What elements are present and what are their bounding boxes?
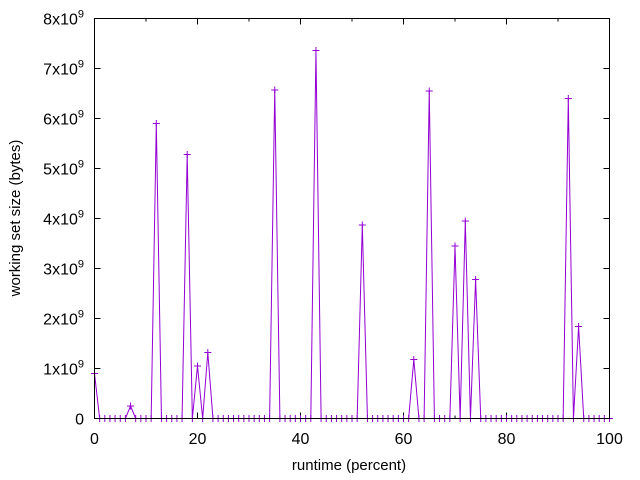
data-point-94	[575, 323, 583, 330]
data-point-18	[183, 151, 191, 158]
y-tick-label: 4x109	[43, 209, 84, 229]
data-point-20	[194, 362, 201, 370]
y-axis-title: working set size (bytes)	[7, 140, 24, 298]
y-tick-base: 7x10	[43, 62, 78, 79]
data-point-22	[204, 349, 212, 356]
y-tick-label: 5x109	[43, 159, 84, 179]
plot-frame	[94, 18, 610, 419]
y-tick-labels: 01x1092x1093x1094x1095x1096x1097x1098x10…	[43, 9, 84, 429]
y-tick-base: 6x10	[43, 112, 78, 129]
x-tick-label: 80	[498, 431, 516, 448]
data-point-12	[152, 120, 160, 127]
y-tick-base: 1x10	[43, 362, 78, 379]
data-point-74	[472, 276, 480, 283]
y-tick-label: 0	[75, 412, 84, 429]
y-tick-exponent: 9	[78, 9, 84, 21]
y-tick-label: 3x109	[43, 259, 84, 279]
data-point-70	[451, 242, 459, 250]
x-tick-label: 100	[596, 431, 623, 448]
data-point-65	[425, 87, 433, 95]
y-tick-base: 5x10	[43, 162, 78, 179]
y-tick-label: 7x109	[43, 59, 84, 79]
data-point-92	[564, 95, 572, 102]
y-tick-base: 2x10	[43, 312, 78, 329]
data-point-72	[461, 217, 469, 225]
y-tick-base: 4x10	[43, 212, 78, 229]
data-point-43	[312, 47, 320, 54]
x-axis-title: runtime (percent)	[292, 457, 406, 474]
x-tick-labels: 0 20 40 60 80 100	[90, 431, 623, 448]
data-point-7	[127, 402, 135, 410]
x-tick-label: 0	[90, 431, 99, 448]
y-tick-label: 1x109	[43, 359, 84, 379]
data-point-62	[410, 356, 418, 363]
y-tick-base: 3x10	[43, 262, 78, 279]
x-tick-label: 20	[189, 431, 207, 448]
y-tick-label: 2x109	[43, 309, 84, 329]
y-tick-exponent: 9	[78, 259, 84, 271]
y-tick-exponent: 9	[78, 359, 84, 371]
y-tick-exponent: 9	[78, 309, 84, 321]
y-tick-exponent: 9	[78, 59, 84, 71]
y-tick-exponent: 9	[78, 209, 84, 221]
y-tick-base: 8x10	[43, 12, 78, 29]
y-tick-label: 8x109	[43, 9, 84, 29]
y-tick-exponent: 9	[78, 109, 84, 121]
x-tick-label: 40	[292, 431, 310, 448]
y-tick-exponent: 9	[78, 159, 84, 171]
y-tick-label: 6x109	[43, 109, 84, 129]
data-point-35	[271, 86, 279, 94]
x-tick-label: 60	[395, 431, 413, 448]
data-point-52	[358, 221, 366, 229]
